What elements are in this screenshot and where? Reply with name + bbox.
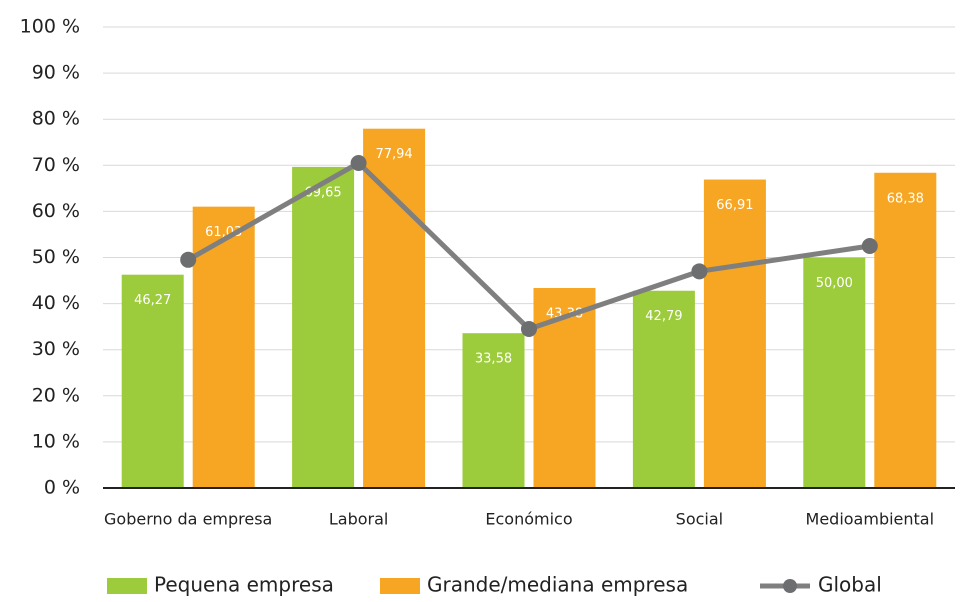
bar xyxy=(803,257,866,488)
y-tick-label: 20 % xyxy=(32,384,80,406)
y-tick-label: 70 % xyxy=(32,154,80,176)
legend-label: Grande/mediana empresa xyxy=(427,573,688,597)
bar xyxy=(192,206,255,488)
y-tick-label: 100 % xyxy=(20,16,80,38)
legend-swatch xyxy=(380,578,420,594)
data-label: 42,79 xyxy=(645,309,682,324)
bar xyxy=(632,290,695,488)
data-label: 46,27 xyxy=(134,293,171,308)
data-label: 66,91 xyxy=(716,198,753,213)
data-label: 33,58 xyxy=(475,352,512,367)
bar xyxy=(363,128,426,488)
y-tick-label: 80 % xyxy=(32,108,80,130)
x-tick-label: Medioambiental xyxy=(806,510,935,529)
line-marker xyxy=(691,263,708,280)
bar xyxy=(703,179,766,488)
data-label: 50,00 xyxy=(816,276,853,291)
legend-label: Global xyxy=(818,573,882,597)
y-tick-label: 10 % xyxy=(32,430,80,452)
bar xyxy=(121,274,184,488)
x-tick-label: Social xyxy=(676,510,723,529)
x-tick-label: Laboral xyxy=(329,510,389,529)
x-tick-label: Económico xyxy=(485,510,572,529)
y-tick-label: 50 % xyxy=(32,246,80,268)
line-marker xyxy=(180,251,197,268)
bar xyxy=(462,333,525,488)
line-marker xyxy=(350,154,367,171)
data-label: 77,94 xyxy=(375,147,412,162)
line-marker xyxy=(861,237,878,254)
legend-label: Pequena empresa xyxy=(154,573,334,597)
line-marker xyxy=(521,320,537,337)
y-tick-label: 90 % xyxy=(32,62,80,84)
y-tick-label: 0 % xyxy=(44,477,80,499)
y-tick-label: 60 % xyxy=(32,200,80,222)
y-tick-label: 40 % xyxy=(32,292,80,314)
bar xyxy=(292,166,355,488)
y-tick-label: 30 % xyxy=(32,338,80,360)
bar xyxy=(874,172,937,489)
legend-swatch xyxy=(107,578,147,594)
x-tick-label: Goberno da empresa xyxy=(104,510,272,529)
data-label: 68,38 xyxy=(887,191,924,206)
legend-swatch xyxy=(783,579,797,593)
